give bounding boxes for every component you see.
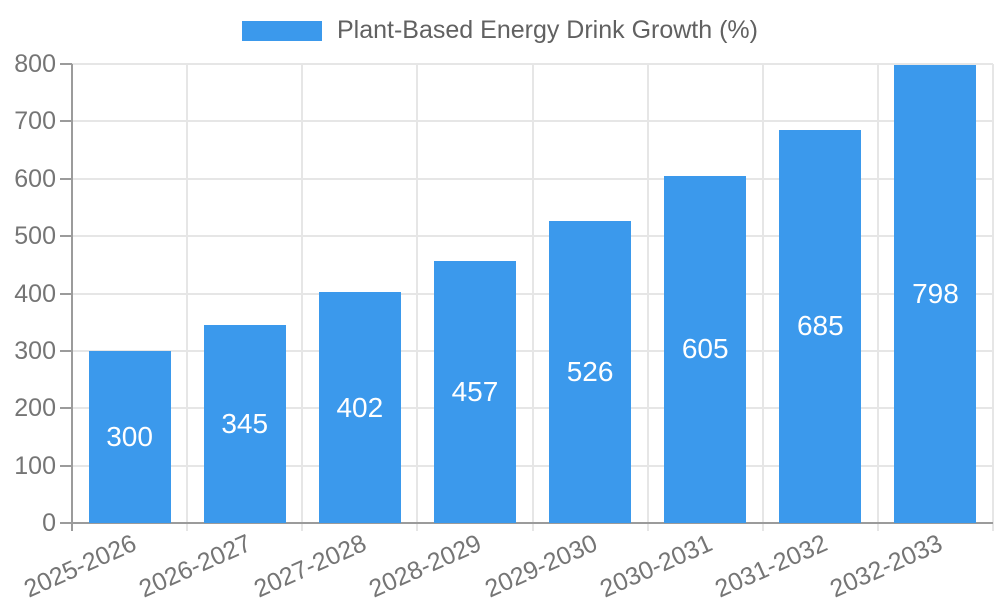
x-tick-label: 2032-2033 [825, 529, 947, 600]
y-tick-label: 300 [14, 336, 56, 365]
x-tick-label: 2029-2030 [480, 529, 602, 600]
bar-value-label: 798 [912, 278, 959, 310]
y-tick-label: 200 [14, 394, 56, 423]
x-tick-label: 2031-2032 [710, 529, 832, 600]
bar-value-label: 402 [336, 391, 384, 423]
bar-value-label: 345 [221, 408, 269, 440]
x-gridline [416, 64, 419, 531]
x-axis-line [72, 522, 993, 524]
y-axis-tick [60, 349, 72, 352]
bar-value-label: 300 [106, 420, 153, 452]
bar: 798 [894, 65, 977, 523]
x-tick-label: 2028-2029 [365, 529, 486, 600]
x-gridline [301, 64, 304, 531]
legend-swatch-icon [242, 20, 322, 41]
bar-value-label: 526 [566, 356, 614, 388]
bar-value-label: 685 [796, 310, 844, 342]
bar: 457 [433, 260, 516, 523]
y-tick-label: 500 [14, 222, 56, 251]
y-tick-label: 600 [14, 164, 56, 193]
y-tick-label: 0 [42, 509, 56, 537]
y-axis-line [71, 64, 73, 531]
y-tick-label: 700 [14, 107, 56, 136]
y-axis-tick [60, 120, 72, 123]
y-tick-label: 800 [14, 50, 56, 78]
x-gridline [761, 64, 764, 531]
bar: 605 [664, 175, 747, 523]
bar: 345 [203, 325, 286, 523]
y-axis-tick [60, 522, 72, 524]
y-axis-tick [60, 292, 72, 295]
y-tick-label: 100 [14, 451, 56, 480]
y-axis-tick [60, 63, 72, 65]
x-tick-label: 2025-2026 [19, 529, 141, 600]
x-tick-label: 2030-2031 [595, 529, 717, 600]
x-gridline [646, 64, 649, 531]
bar: 300 [88, 350, 171, 523]
legend-label: Plant-Based Energy Drink Growth (%) [337, 16, 758, 44]
y-axis-tick [60, 464, 72, 467]
bar: 685 [779, 129, 862, 523]
bar-value-label: 605 [681, 333, 729, 365]
x-tick-label: 2026-2027 [135, 529, 256, 600]
bar: 526 [549, 221, 632, 523]
x-tick-label: 2027-2028 [250, 529, 371, 600]
x-gridline [992, 64, 994, 531]
y-tick-label: 400 [14, 279, 56, 308]
x-gridline [876, 64, 879, 531]
bar: 402 [318, 292, 401, 523]
x-gridline [186, 64, 189, 531]
chart-legend[interactable]: Plant-Based Energy Drink Growth (%) [0, 16, 1000, 45]
y-axis-tick [60, 407, 72, 410]
y-axis-tick [60, 235, 72, 238]
y-axis-tick [60, 177, 72, 180]
bar-value-label: 457 [451, 375, 499, 407]
x-gridline [531, 64, 534, 531]
